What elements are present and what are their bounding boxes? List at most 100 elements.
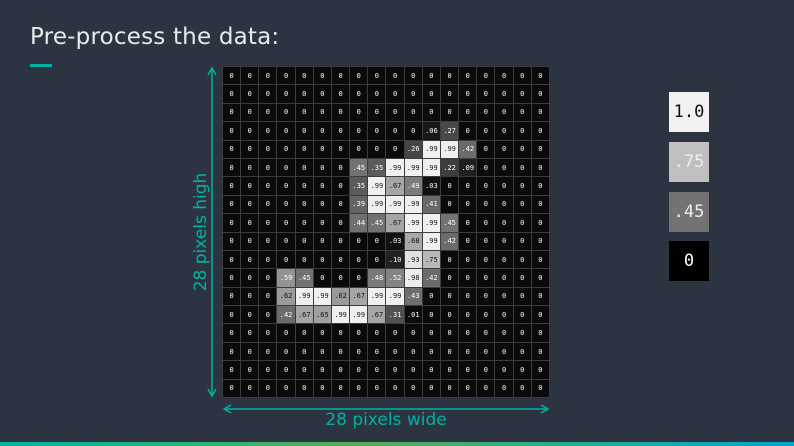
pixel-cell: 0	[386, 140, 404, 158]
pixel-cell: 0	[350, 85, 368, 103]
pixel-cell: 0	[259, 306, 277, 324]
pixel-cell: 0	[313, 342, 331, 361]
pixel-cell: .45	[350, 158, 368, 177]
pixel-cell: 0	[368, 250, 386, 269]
pixel-cell: .99	[404, 214, 422, 232]
pixel-cell: 0	[350, 140, 368, 158]
pixel-cell: 0	[295, 342, 313, 361]
pixel-cell: 0	[368, 379, 386, 397]
pixel-cell: 0	[277, 140, 295, 158]
pixel-cell: 0	[295, 67, 313, 85]
pixel-cell: .67	[368, 306, 386, 324]
pixel-cell: .99	[386, 287, 404, 306]
pixel-cell: 0	[513, 324, 531, 342]
pixel-cell: 0	[531, 214, 549, 232]
pixel-cell: .67	[350, 287, 368, 306]
legend-swatch-0-45: .45	[669, 192, 709, 232]
pixel-cell: 0	[241, 177, 259, 195]
pixel-cell: 0	[331, 214, 350, 232]
pixel-cell: 0	[477, 306, 495, 324]
pixel-cell: 0	[386, 103, 404, 122]
slide-title: Pre-process the data:	[30, 24, 280, 50]
pixel-cell: 0	[259, 67, 277, 85]
pixel-cell: 0	[313, 379, 331, 397]
pixel-cell: 0	[477, 158, 495, 177]
pixel-cell: .99	[440, 140, 459, 158]
pixel-cell: 0	[477, 379, 495, 397]
pixel-cell: 0	[313, 195, 331, 214]
pixel-cell: 0	[477, 122, 495, 140]
pixel-cell: 0	[259, 342, 277, 361]
pixel-cell: 0	[331, 361, 350, 379]
pixel-cell: 0	[531, 361, 549, 379]
pixel-cell: .43	[404, 287, 422, 306]
pixel-cell: 0	[440, 103, 459, 122]
pixel-cell: 0	[440, 269, 459, 287]
pixel-cell: 0	[223, 361, 241, 379]
pixel-cell: 0	[350, 324, 368, 342]
pixel-cell: 0	[331, 177, 350, 195]
pixel-cell: 0	[331, 195, 350, 214]
pixel-cell: 0	[513, 250, 531, 269]
pixel-cell: 0	[513, 269, 531, 287]
pixel-cell: .52	[386, 269, 404, 287]
pixel-cell: 0	[241, 250, 259, 269]
pixel-cell: 0	[531, 122, 549, 140]
pixel-cell: 0	[495, 250, 513, 269]
pixel-cell: 0	[495, 103, 513, 122]
pixel-cell: 0	[241, 140, 259, 158]
pixel-cell: 0	[459, 306, 477, 324]
pixel-cell: 0	[277, 342, 295, 361]
pixel-cell: .67	[386, 177, 404, 195]
pixel-cell: 0	[241, 269, 259, 287]
pixel-cell: 0	[368, 140, 386, 158]
pixel-cell: 0	[223, 250, 241, 269]
pixel-cell: 0	[223, 158, 241, 177]
pixel-cell: 0	[259, 103, 277, 122]
pixel-cell: .67	[295, 306, 313, 324]
pixel-cell: .99	[368, 287, 386, 306]
pixel-cell: 0	[404, 103, 422, 122]
pixel-cell: 0	[440, 250, 459, 269]
pixel-cell: .26	[404, 140, 422, 158]
pixel-cell: 0	[295, 177, 313, 195]
pixel-cell: 0	[331, 324, 350, 342]
pixel-cell: 0	[277, 232, 295, 250]
pixel-cell: 0	[241, 67, 259, 85]
pixel-cell: .98	[404, 269, 422, 287]
pixel-cell: .59	[277, 269, 295, 287]
pixel-cell: 0	[313, 85, 331, 103]
pixel-cell: 0	[386, 324, 404, 342]
pixel-cell: .06	[422, 122, 440, 140]
pixel-cell: 0	[459, 379, 477, 397]
pixel-cell: 0	[259, 269, 277, 287]
legend-swatch-1-0: 1.0	[669, 92, 709, 132]
pixel-cell: 0	[223, 324, 241, 342]
pixel-cell: 0	[223, 85, 241, 103]
pixel-cell: 0	[531, 342, 549, 361]
pixel-cell: 0	[241, 361, 259, 379]
pixel-cell: .42	[440, 232, 459, 250]
pixel-cell: .99	[350, 306, 368, 324]
pixel-cell: .45	[440, 214, 459, 232]
pixel-cell: 0	[531, 158, 549, 177]
pixel-cell: .45	[295, 269, 313, 287]
pixel-cell: 0	[459, 269, 477, 287]
pixel-cell: 0	[331, 67, 350, 85]
pixel-cell: 0	[331, 158, 350, 177]
pixel-cell: 0	[531, 306, 549, 324]
pixel-cell: 0	[440, 195, 459, 214]
pixel-cell: 0	[277, 177, 295, 195]
pixel-cell: 0	[422, 103, 440, 122]
pixel-cell: .42	[459, 140, 477, 158]
pixel-cell: 0	[513, 342, 531, 361]
pixel-cell: 0	[259, 177, 277, 195]
title-underline	[30, 64, 52, 67]
pixel-cell: 0	[259, 324, 277, 342]
pixel-cell: 0	[404, 122, 422, 140]
pixel-cell: .35	[350, 177, 368, 195]
pixel-cell: 0	[277, 158, 295, 177]
pixel-cell: 0	[241, 85, 259, 103]
pixel-cell: 0	[495, 287, 513, 306]
pixel-cell: .99	[422, 232, 440, 250]
